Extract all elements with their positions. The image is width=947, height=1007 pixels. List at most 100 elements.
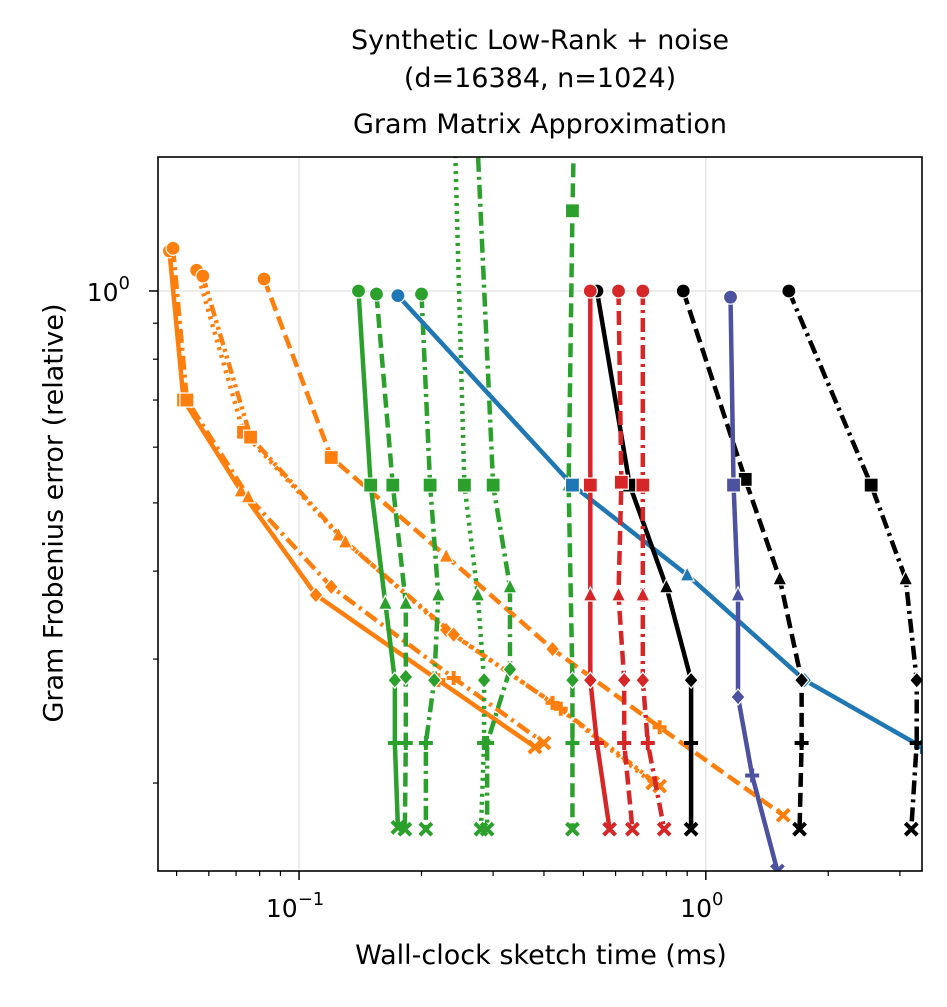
data-point-triangle (438, 546, 455, 563)
data-point-triangle (771, 569, 788, 586)
data-point-triangle (610, 585, 627, 602)
plot-frame (157, 156, 923, 872)
data-point-square (725, 477, 742, 493)
data-point-square (422, 477, 438, 493)
data-point-plus (652, 720, 667, 735)
data-point-diamond (616, 671, 632, 690)
data-point-diamond (445, 625, 462, 644)
data-point-square (613, 474, 629, 490)
chart-title-line-1: Synthetic Low-Rank + noise (350, 25, 730, 56)
series-7 (368, 286, 414, 837)
data-point-triangle (397, 593, 414, 610)
data-point-plus (565, 735, 580, 750)
series-line (396, 294, 922, 749)
data-point-diamond (308, 586, 324, 604)
data-point-circle (368, 286, 385, 302)
data-point-triangle (730, 585, 746, 602)
data-point-x (527, 739, 543, 755)
series-line (356, 290, 401, 828)
data-point-plus (794, 735, 809, 750)
series-6 (350, 283, 406, 835)
data-point-square (363, 477, 379, 493)
series-12 (390, 288, 922, 755)
data-point-diamond (476, 671, 492, 690)
data-point-square (635, 477, 651, 493)
data-point-x (683, 821, 699, 837)
data-point-square (485, 477, 501, 493)
y-tick-label: 100 (87, 273, 130, 307)
series-11 (560, 157, 581, 837)
series-line (170, 248, 546, 745)
data-point-diamond (582, 671, 599, 690)
data-point-plus (745, 768, 760, 783)
series-line (640, 290, 667, 830)
data-point-x (775, 807, 791, 823)
data-point-circle (445, 36, 459, 50)
data-point-circle (635, 283, 651, 299)
data-point-circle (165, 240, 181, 256)
data-point-square (863, 477, 879, 493)
series-line (786, 290, 919, 830)
chart-title-line-2: (d=16384, n=1024) (403, 63, 677, 94)
data-point-diamond (635, 671, 651, 690)
series-line (453, 157, 487, 830)
data-point-circle (582, 283, 598, 299)
data-point-triangle (634, 585, 651, 602)
series-line (566, 157, 576, 830)
data-point-x (418, 821, 434, 837)
data-point-diamond (426, 671, 443, 690)
data-point-triangle (501, 577, 518, 594)
data-point-x (770, 863, 785, 871)
data-point-triangle (658, 577, 675, 594)
data-point-square (456, 477, 473, 493)
data-point-x (397, 821, 413, 837)
data-point-plus (418, 735, 433, 750)
data-point-circle (413, 286, 430, 302)
data-point-diamond (564, 671, 581, 690)
data-point-x (656, 821, 672, 837)
data-point-square (242, 429, 259, 445)
x-tick-label: 10−1 (266, 889, 324, 923)
data-point-diamond (730, 688, 746, 706)
data-point-x (903, 821, 919, 837)
data-point-plus (640, 735, 655, 750)
data-point-diamond (793, 671, 810, 690)
grid (158, 157, 922, 871)
data-point-square (323, 449, 339, 466)
series-line (594, 290, 694, 830)
data-point-triangle (377, 593, 394, 610)
data-point-diamond (387, 671, 403, 690)
y-axis-label: Gram Frobenius error (relative) (38, 303, 70, 723)
data-point-plus (446, 671, 461, 685)
data-point-diamond (398, 668, 414, 686)
series-2 (165, 240, 552, 751)
data-point-triangle (240, 487, 257, 504)
series-16 (582, 283, 618, 837)
data-point-circle (195, 268, 211, 284)
data-point-circle (722, 289, 739, 305)
data-point-plus (617, 735, 632, 750)
series-line (374, 293, 409, 830)
data-point-diamond (502, 660, 518, 679)
data-point-circle (781, 283, 797, 299)
series-9 (445, 36, 492, 837)
data-point-triangle (430, 585, 447, 602)
data-point-x (602, 821, 618, 837)
data-point-square (564, 203, 581, 219)
series-17 (610, 283, 640, 837)
data-point-circle (675, 283, 691, 299)
series-line (261, 278, 785, 818)
series-8 (413, 286, 447, 837)
data-point-x (479, 821, 495, 837)
data-point-triangle (679, 565, 696, 582)
data-point-plus (553, 701, 568, 716)
data-point-circle (256, 271, 272, 287)
series-group (161, 36, 922, 871)
data-point-plus (589, 735, 604, 750)
data-point-triangle (897, 569, 914, 586)
series-10 (475, 157, 518, 837)
series-15 (781, 283, 922, 837)
x-tick-label: 100 (680, 889, 723, 923)
series-5 (256, 271, 791, 823)
